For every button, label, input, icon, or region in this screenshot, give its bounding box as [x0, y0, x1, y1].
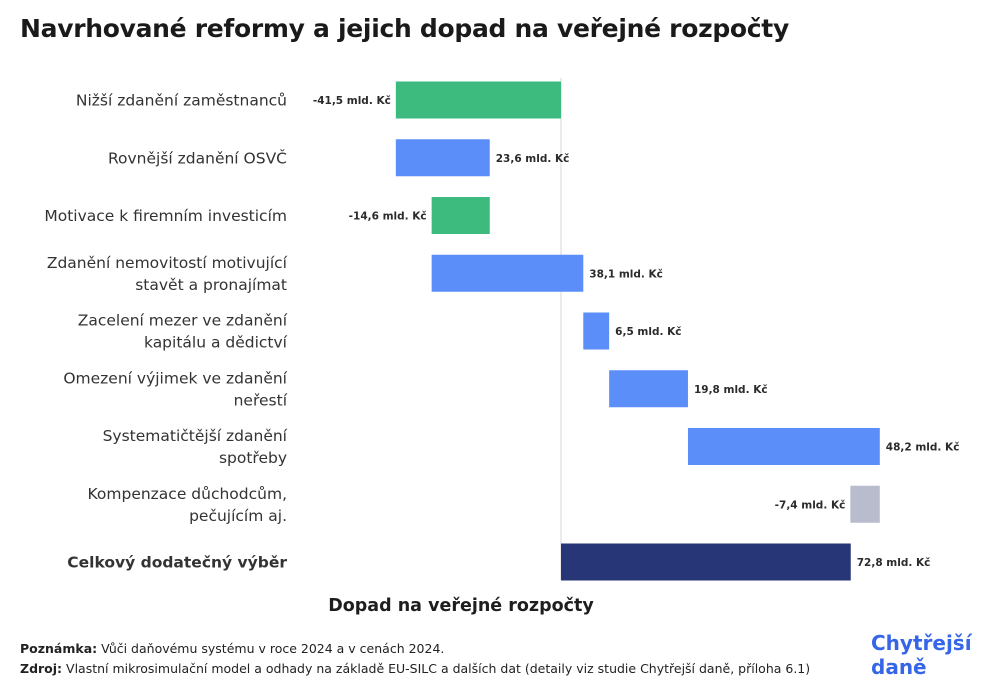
- category-label: spotřeby: [219, 449, 287, 467]
- value-label: -7,4 mld. Kč: [775, 499, 846, 511]
- category-label: Kompenzace důchodcům,: [88, 485, 288, 503]
- source-text: Vlastní mikrosimulační model a odhady na…: [62, 661, 811, 676]
- waterfall-bar: [395, 81, 561, 119]
- value-label: 19,8 mld. Kč: [694, 384, 768, 396]
- waterfall-bar: [609, 370, 688, 408]
- footnote: Poznámka: Vůči daňovému systému v roce 2…: [20, 641, 444, 656]
- source-note: Zdroj: Vlastní mikrosimulační model a od…: [20, 661, 810, 676]
- category-label: kapitálu a dědictví: [144, 334, 288, 352]
- value-label: 38,1 mld. Kč: [589, 268, 663, 280]
- total-bar: [561, 543, 851, 581]
- waterfall-bar: [687, 428, 880, 465]
- category-label: Systematičtější zdanění: [103, 427, 288, 445]
- footnote-label: Poznámka:: [20, 641, 98, 656]
- value-label: 23,6 mld. Kč: [496, 153, 570, 165]
- brand-logo: Chytřejší daně: [871, 631, 972, 679]
- waterfall-bar: [583, 312, 610, 350]
- category-label: Omezení výjimek ve zdanění: [63, 369, 287, 387]
- waterfall-bar: [395, 139, 490, 177]
- x-axis-label: Dopad na veřejné rozpočty: [328, 596, 594, 616]
- category-label: Celkový dodatečný výběr: [67, 554, 287, 572]
- value-label: -14,6 mld. Kč: [349, 211, 427, 223]
- category-label: Zdanění nemovitostí motivující: [47, 254, 288, 272]
- waterfall-bar: [850, 485, 880, 523]
- value-label: -41,5 mld. Kč: [313, 95, 391, 107]
- footnote-text: Vůči daňovému systému v roce 2024 a v ce…: [97, 641, 445, 656]
- source-label: Zdroj:: [20, 661, 63, 676]
- waterfall-bar: [431, 197, 490, 234]
- chart-title: Navrhované reformy a jejich dopad na veř…: [20, 14, 789, 43]
- waterfall-chart: Nižší zdanění zaměstnanců -41,5 mld. Kč Ro…: [44, 78, 960, 581]
- value-label: 72,8 mld. Kč: [857, 557, 931, 569]
- category-label: stavět a pronajímat: [135, 276, 287, 294]
- value-label: 6,5 mld. Kč: [615, 326, 681, 338]
- logo-line-2: daně: [871, 655, 927, 679]
- waterfall-bar: [431, 254, 584, 292]
- category-label: Nižší zdanění zaměstnanců: [76, 92, 287, 110]
- logo-line-1: Chytřejší: [871, 631, 972, 655]
- category-label: Rovnější zdanění OSVČ: [108, 148, 287, 167]
- value-label: 48,2 mld. Kč: [886, 442, 960, 454]
- category-label: Motivace k firemním investicím: [44, 207, 287, 225]
- category-label: pečujícím aj.: [189, 507, 287, 525]
- category-label: Zacelení mezer ve zdanění: [78, 312, 288, 330]
- category-label: neřestí: [234, 391, 288, 409]
